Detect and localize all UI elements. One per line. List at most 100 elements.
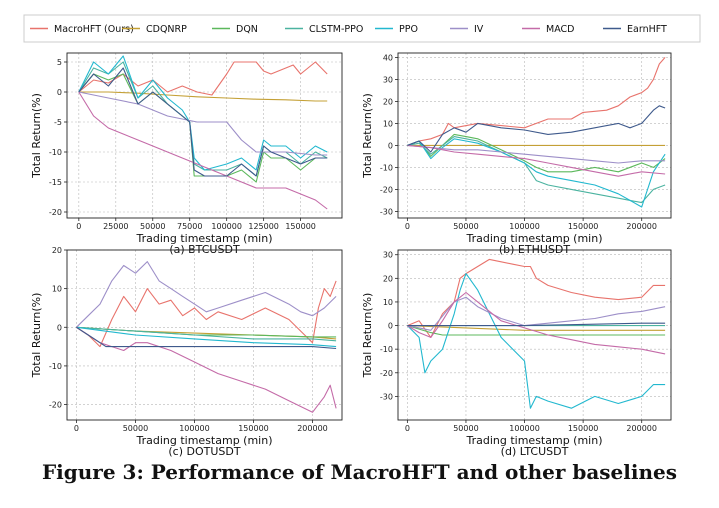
y-tick-label: 0: [57, 323, 62, 332]
series-line: [407, 322, 666, 327]
series-line: [407, 105, 666, 153]
legend-item: IV: [450, 24, 484, 35]
x-axis-label: Trading timestamp (min): [465, 232, 602, 245]
y-tick-label: 10: [383, 298, 393, 307]
legend-item: PPO: [375, 24, 418, 35]
y-axis-label: Total Return(%): [361, 293, 374, 379]
y-tick-label: -10: [49, 362, 62, 371]
y-tick-label: -30: [380, 207, 393, 216]
legend-item: CDQNRP: [122, 24, 187, 35]
y-tick-label: 40: [383, 53, 393, 62]
x-tick-label: 100000: [509, 222, 540, 231]
x-tick-label: 0: [74, 424, 79, 433]
series-line: [76, 326, 337, 413]
x-axis-label: Trading timestamp (min): [135, 434, 272, 447]
x-tick-label: 150000: [238, 424, 269, 433]
series-line: [78, 91, 328, 156]
plot-frame: [397, 52, 672, 219]
x-tick-label: 50000: [123, 424, 148, 433]
series-line: [407, 136, 666, 204]
x-tick-label: 100000: [509, 424, 540, 433]
series-group: [78, 55, 328, 210]
legend-label: EarnHFT: [627, 24, 667, 35]
y-tick-label: -15: [49, 178, 62, 187]
x-tick-label: 125000: [248, 222, 279, 231]
legend-item: CLSTM-PPO: [285, 24, 363, 35]
x-tick-label: 50000: [453, 222, 478, 231]
legend-label: CLSTM-PPO: [309, 24, 363, 35]
plot-frame: [66, 249, 343, 421]
y-tick-label: 20: [383, 97, 393, 106]
legend-label: MACD: [546, 24, 574, 35]
y-tick-label: -20: [380, 369, 393, 378]
series-line: [76, 261, 337, 328]
x-tick-label: 150000: [568, 424, 599, 433]
y-axis-label: Total Return(%): [30, 293, 43, 379]
legend-label: CDQNRP: [146, 24, 187, 35]
series-line: [407, 258, 666, 338]
legend-label: PPO: [399, 24, 418, 35]
y-tick-label: -20: [380, 185, 393, 194]
series-line: [78, 73, 328, 183]
y-tick-label: 10: [52, 285, 62, 294]
figure-caption: Figure 3: Performance of MacroHFT and ot…: [41, 460, 678, 484]
series-line: [78, 67, 328, 177]
series-group: [407, 57, 666, 208]
x-tick-label: 200000: [297, 424, 328, 433]
chart-panel: 0 50000 100000 150000 200000 -30 -20 -10 0 10 20 30…: [361, 52, 672, 256]
series-line: [78, 91, 328, 210]
x-tick-label: 50000: [140, 222, 165, 231]
y-tick-label: 30: [383, 75, 393, 84]
series-line: [407, 133, 666, 173]
y-tick-label: -5: [54, 118, 62, 127]
subfigure-caption: (d) LTCUSDT: [501, 445, 569, 458]
x-tick-label: 150000: [568, 222, 599, 231]
series-line: [78, 61, 328, 96]
legend-item: MACD: [522, 24, 574, 35]
legend-label: MacroHFT (Ours): [54, 24, 134, 35]
x-tick-label: 100000: [179, 424, 210, 433]
series-line: [76, 326, 337, 350]
series-line: [76, 326, 337, 340]
series-line: [407, 325, 666, 336]
y-tick-label: -20: [49, 208, 62, 217]
series-line: [78, 55, 328, 171]
y-tick-label: -10: [380, 345, 393, 354]
y-tick-label: 10: [383, 119, 393, 128]
chart-panel: 0 25000 50000 75000 100000 125000 150000 -20 -15…: [30, 52, 343, 256]
y-tick-label: -20: [49, 401, 62, 410]
y-tick-label: -10: [49, 148, 62, 157]
x-axis-label: Trading timestamp (min): [465, 434, 602, 447]
series-line: [407, 273, 666, 409]
y-tick-label: 20: [383, 274, 393, 283]
figure-canvas: MacroHFT (Ours) CDQNRP DQN CLSTM-PPO PPO IV MA…: [23, 14, 701, 458]
subfigure-caption: (c) DOTUSDT: [168, 445, 240, 458]
series-line: [76, 280, 337, 348]
x-tick-label: 50000: [453, 424, 478, 433]
series-group: [407, 258, 666, 409]
subfigure-caption: (b) ETHUSDT: [499, 243, 571, 256]
y-axis-label: Total Return(%): [361, 93, 374, 179]
x-tick-label: 0: [405, 424, 410, 433]
y-tick-label: 5: [57, 58, 62, 67]
series-line: [407, 291, 666, 355]
legend-item: MacroHFT (Ours): [30, 24, 134, 35]
x-tick-label: 0: [76, 222, 81, 231]
series-group: [76, 261, 337, 413]
x-tick-label: 100000: [211, 222, 242, 231]
chart-panel: 0 50000 100000 150000 200000 -20 -10 0 10 20 Tradi…: [30, 246, 343, 458]
y-tick-label: 30: [383, 251, 393, 260]
legend-item: EarnHFT: [603, 24, 667, 35]
y-tick-label: 0: [388, 141, 393, 150]
series-line: [407, 325, 666, 331]
legend-item: DQN: [212, 24, 258, 35]
series-line: [407, 57, 666, 146]
legend: MacroHFT (Ours) CDQNRP DQN CLSTM-PPO PPO IV MA…: [23, 14, 701, 43]
x-tick-label: 75000: [177, 222, 202, 231]
chart-panel: 0 50000 100000 150000 200000 -30 -20 -10 0 10 20 30…: [361, 249, 672, 458]
subfigure-caption: (a) BTCUSDT: [169, 243, 240, 256]
series-line: [407, 144, 666, 177]
y-tick-label: 0: [57, 88, 62, 97]
x-axis-label: Trading timestamp (min): [135, 232, 272, 245]
series-line: [76, 326, 337, 342]
